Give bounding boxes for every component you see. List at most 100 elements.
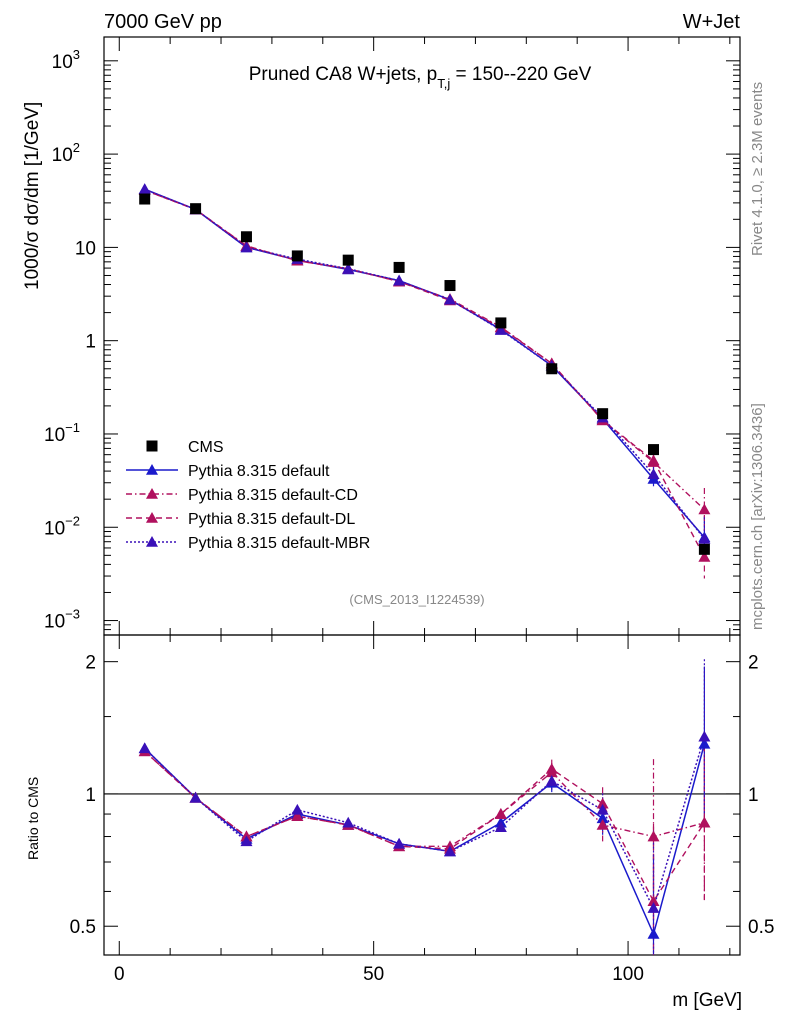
marker-mbr: [443, 293, 456, 305]
ratio-marker-dl: [291, 810, 304, 821]
main-y-tick-label: 10: [75, 238, 96, 259]
marker-data: [139, 193, 151, 205]
main-plot-area: [138, 183, 711, 579]
legend-label: Pythia 8.315 default-MBR: [188, 535, 370, 552]
main-y-axis-label: 1000/σ dσ/dm [1/GeV]: [22, 102, 43, 290]
main-y-tick-label: 1: [85, 332, 96, 353]
marker-data: [342, 254, 354, 266]
ratio-marker-mbr: [647, 902, 660, 913]
marker-data: [444, 280, 456, 292]
marker-mbr: [647, 468, 660, 480]
legend-label: Pythia 8.315 default-CD: [188, 487, 358, 504]
main-axis-ticks: 10−3 10−2 10−1 1 10 102 103: [44, 37, 740, 635]
ratio-marker-mbr: [189, 791, 202, 803]
legend-marker-dl: [146, 512, 158, 523]
plot-title-main: Pruned CA8 W+jets, p: [249, 64, 438, 85]
marker-data: [546, 363, 558, 375]
plot-title-range: = 150--220 GeV: [450, 64, 591, 85]
x-axis-label: m [GeV]: [672, 990, 742, 1011]
marker-cd: [698, 503, 711, 515]
marker-data: [240, 231, 252, 243]
energy-label: 7000 GeV pp: [104, 11, 222, 33]
main-y-tick-label: 103: [52, 47, 80, 73]
ratio-marker-mbr: [393, 837, 406, 849]
legend-item: Pythia 8.315 default: [126, 463, 330, 480]
legend-label: Pythia 8.315 default-DL: [188, 511, 355, 528]
marker-mbr: [494, 324, 507, 335]
ratio-y-tick-label: 2: [85, 653, 96, 674]
analysis-id: (CMS_2013_I1224539): [349, 592, 484, 607]
main-y-tick-label: 10−2: [44, 513, 80, 539]
ratio-y-tick-label-right: 0.5: [748, 917, 774, 938]
process-label: W+Jet: [683, 11, 741, 33]
series-line-default: [144, 188, 705, 538]
legend-item: Pythia 8.315 default-CD: [126, 487, 358, 504]
marker-data: [648, 444, 660, 456]
ratio-marker-default: [647, 928, 660, 939]
main-y-tick-exponent: −2: [65, 513, 80, 528]
marker-data: [495, 317, 507, 329]
marker-mbr: [698, 532, 711, 544]
ratio-marker-mbr: [494, 821, 507, 833]
ratio-marker-mbr: [240, 835, 253, 847]
ratio-line-default: [144, 743, 706, 937]
series-line-dl: [144, 189, 706, 558]
ratio-marker-dl: [698, 816, 711, 828]
legend-item: Pythia 8.315 default-MBR: [126, 535, 370, 552]
legend-marker-cd: [146, 488, 158, 499]
legend-label: CMS: [188, 439, 224, 456]
ratio-marker-dl: [647, 895, 660, 907]
series-line-cd: [144, 189, 705, 511]
side-label-top: Rivet 4.1.0, ≥ 2.3M events: [749, 82, 766, 256]
marker-data: [393, 261, 405, 273]
ratio-y-tick-label: 0.5: [70, 917, 96, 938]
marker-mbr: [138, 183, 151, 195]
ratio-marker-mbr: [291, 803, 304, 815]
ratio-marker-dl: [545, 762, 558, 774]
ratio-x-tick-label: 100: [612, 964, 644, 985]
main-y-tick-exponent: 3: [73, 47, 80, 62]
marker-data: [190, 203, 202, 215]
marker-mbr: [342, 262, 355, 274]
main-y-tick-label: 10−1: [44, 420, 80, 446]
ratio-marker-mbr: [342, 816, 355, 828]
plot-title: Pruned CA8 W+jets, pT,j = 150--220 GeV: [249, 64, 592, 91]
ratio-marker-default: [596, 812, 609, 824]
side-label-bottom: mcplots.cern.ch [arXiv:1306.3436]: [749, 403, 766, 630]
marker-dl: [698, 550, 711, 562]
ratio-plot-area: [138, 659, 711, 955]
main-y-tick-exponent: −1: [65, 420, 80, 435]
series-line-mbr: [144, 188, 705, 540]
ratio-marker-cd: [647, 830, 660, 842]
ratio-marker-mbr: [545, 775, 558, 786]
ratio-x-tick-label: 0: [114, 964, 125, 985]
ratio-marker-default: [698, 737, 711, 749]
legend-marker-data: [146, 440, 158, 452]
ratio-marker-mbr: [596, 803, 609, 815]
legend-label: Pythia 8.315 default: [188, 463, 330, 480]
ratio-y-tick-label-right: 1: [748, 785, 759, 806]
ratio-line-dl: [144, 750, 705, 903]
plot-title-sub: T,j: [437, 76, 450, 91]
main-y-tick-exponent: −3: [65, 607, 80, 622]
legend-marker-default: [146, 464, 158, 475]
legend-marker-mbr: [146, 536, 158, 547]
ratio-y-axis-label: Ratio to CMS: [25, 777, 41, 860]
legend: CMS Pythia 8.315 default Pythia 8.315 defa…: [126, 439, 370, 552]
marker-mbr: [393, 274, 406, 286]
marker-data: [597, 408, 609, 420]
main-y-tick-label: 10−3: [44, 607, 80, 633]
ratio-y-tick-label: 1: [85, 785, 96, 806]
legend-item: CMS: [146, 439, 224, 456]
ratio-y-tick-label-right: 2: [748, 653, 759, 674]
legend-item: Pythia 8.315 default-DL: [126, 511, 355, 528]
ratio-panel-frame: [103, 634, 741, 956]
ratio-line-cd: [144, 750, 705, 848]
ratio-axis-ticks: 0 50 100 0.5 0.5 1 1 2 2: [70, 635, 774, 985]
marker-data: [698, 543, 710, 555]
ratio-marker-dl: [494, 808, 507, 819]
marker-data: [291, 250, 303, 262]
ratio-x-tick-label: 50: [363, 964, 384, 985]
